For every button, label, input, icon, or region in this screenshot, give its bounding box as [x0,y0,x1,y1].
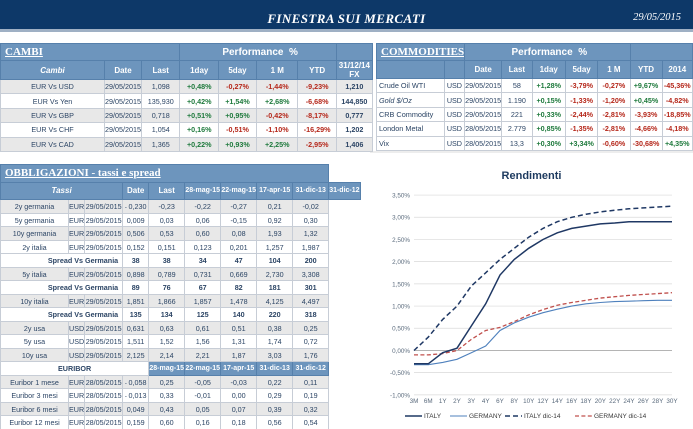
svg-text:28Y: 28Y [652,398,664,405]
svg-text:30Y: 30Y [666,398,678,405]
svg-text:16Y: 16Y [566,398,578,405]
svg-text:0,00%: 0,00% [392,348,410,355]
svg-text:3,00%: 3,00% [392,215,410,222]
svg-text:0,50%: 0,50% [392,326,410,333]
svg-text:ITALY: ITALY [424,413,442,420]
svg-text:26Y: 26Y [638,398,650,405]
svg-text:3,50%: 3,50% [392,193,410,200]
svg-text:2Y: 2Y [453,398,462,405]
svg-text:8Y: 8Y [510,398,519,405]
svg-text:1,50%: 1,50% [392,281,410,288]
svg-text:18Y: 18Y [580,398,592,405]
svg-text:3Y: 3Y [467,398,476,405]
svg-text:14Y: 14Y [552,398,564,405]
svg-text:1Y: 1Y [439,398,448,405]
svg-text:3M: 3M [410,398,419,405]
svg-text:GERMANY: GERMANY [469,413,503,420]
svg-text:24Y: 24Y [623,398,635,405]
svg-text:10Y: 10Y [523,398,535,405]
svg-text:22Y: 22Y [609,398,621,405]
svg-text:4Y: 4Y [482,398,491,405]
svg-text:12Y: 12Y [537,398,549,405]
svg-text:-1,00%: -1,00% [390,392,410,399]
svg-text:20Y: 20Y [595,398,607,405]
svg-text:6Y: 6Y [496,398,505,405]
svg-text:1,00%: 1,00% [392,304,410,311]
svg-text:GERMANY dic-14: GERMANY dic-14 [594,413,647,420]
svg-text:6M: 6M [424,398,433,405]
svg-text:2,00%: 2,00% [392,259,410,266]
svg-text:2,50%: 2,50% [392,237,410,244]
svg-text:ITALY dic-14: ITALY dic-14 [524,413,561,420]
svg-text:-0,50%: -0,50% [390,370,410,377]
